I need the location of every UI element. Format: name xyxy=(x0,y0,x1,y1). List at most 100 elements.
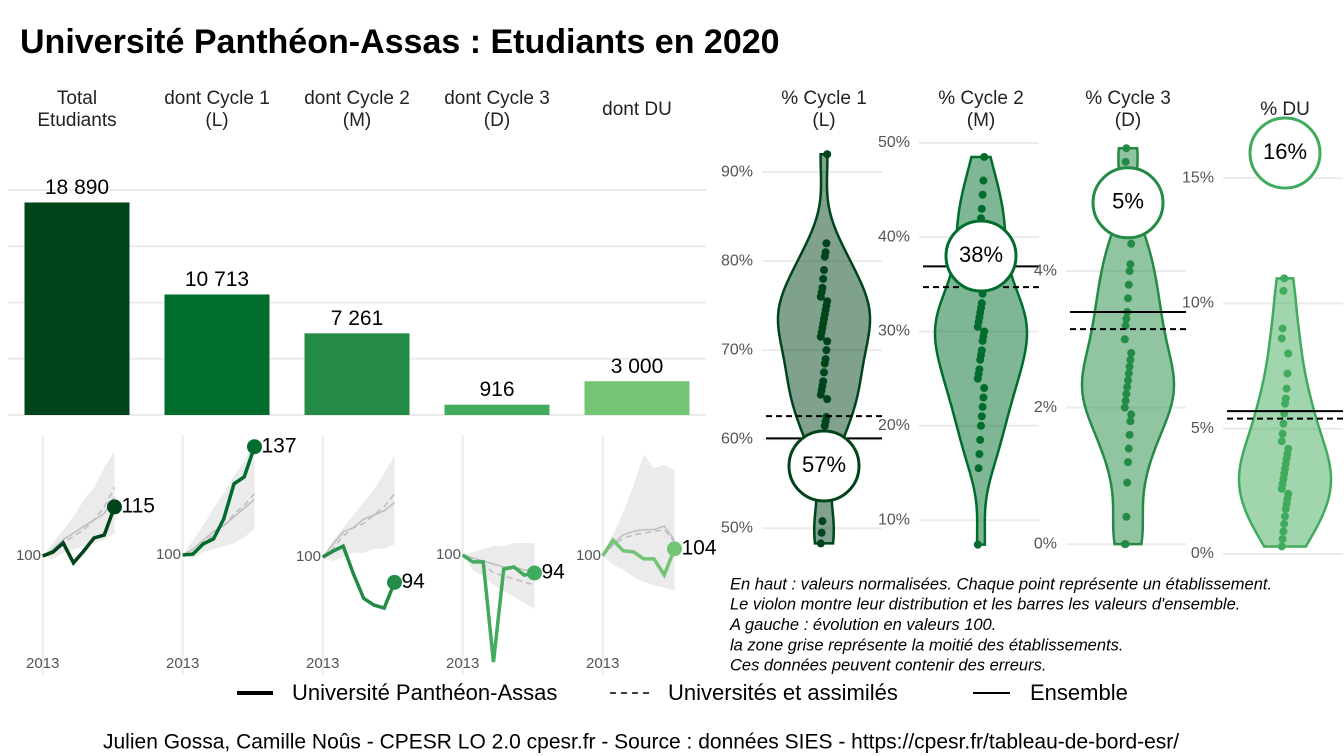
point xyxy=(1126,355,1135,364)
point xyxy=(816,539,825,548)
y-tick-label: 5% xyxy=(1191,420,1214,437)
point xyxy=(819,377,828,386)
value-label: 10 713 xyxy=(185,268,249,291)
legend-label: Université Panthéon-Assas xyxy=(292,680,557,705)
point xyxy=(975,365,984,374)
y-tick-label: 80% xyxy=(721,252,753,269)
point xyxy=(1121,540,1130,549)
series-line xyxy=(182,446,257,557)
x-tick-label: 2013 xyxy=(306,655,339,672)
point xyxy=(1121,321,1130,330)
value-label: 57% xyxy=(802,452,846,477)
y-tick-label: 10% xyxy=(1182,295,1214,312)
point xyxy=(822,239,831,248)
point xyxy=(1122,389,1131,398)
y-tick-label: 40% xyxy=(878,228,910,245)
point xyxy=(1281,512,1289,521)
y-tick-label: 0% xyxy=(1191,545,1214,562)
point xyxy=(1125,362,1134,371)
value-label: 7 261 xyxy=(331,307,384,330)
value-label: 3 000 xyxy=(611,355,664,378)
point xyxy=(1127,239,1136,248)
point xyxy=(1122,512,1131,521)
series-line xyxy=(461,553,535,663)
point xyxy=(1125,430,1134,439)
point xyxy=(823,297,832,306)
panel-title: % Cycle 1 (L) xyxy=(781,88,867,131)
point xyxy=(819,274,828,283)
point xyxy=(818,517,827,526)
note: A gauche : évolution en valeurs 100. xyxy=(729,616,996,634)
violin xyxy=(1080,146,1176,546)
point xyxy=(1279,527,1288,536)
point xyxy=(978,190,987,199)
point xyxy=(977,299,986,308)
bar xyxy=(304,333,410,415)
point xyxy=(1280,274,1289,283)
page-title: Université Panthéon-Assas : Etudiants en… xyxy=(20,23,780,61)
range-band xyxy=(322,456,395,562)
point xyxy=(1123,478,1132,487)
point xyxy=(1127,348,1136,357)
point xyxy=(1283,369,1292,378)
value-label: 916 xyxy=(479,378,514,401)
point xyxy=(823,150,832,159)
x-tick-label: 2013 xyxy=(166,655,199,672)
series-line xyxy=(322,501,395,558)
value-circle xyxy=(1248,116,1322,190)
note: En haut : valeurs normalisées. Chaque po… xyxy=(730,575,1272,593)
end-label: 104 xyxy=(681,536,716,559)
y-tick-label: 20% xyxy=(878,417,910,434)
series-line xyxy=(321,543,397,611)
point xyxy=(975,450,984,459)
point xyxy=(1279,286,1288,295)
point xyxy=(1280,519,1289,528)
point xyxy=(1124,369,1133,378)
point xyxy=(980,327,989,336)
point xyxy=(980,384,989,393)
point xyxy=(1284,444,1293,453)
point xyxy=(973,540,982,549)
category-label: Total Etudiants xyxy=(37,88,116,131)
y-tick-label: 2% xyxy=(1034,399,1057,416)
point xyxy=(821,248,830,257)
y-tick-label: 50% xyxy=(878,134,910,151)
point xyxy=(1124,280,1133,289)
end-label: 94 xyxy=(541,561,565,584)
panel-title: % DU xyxy=(1260,99,1310,120)
point xyxy=(1277,334,1286,343)
point xyxy=(1124,458,1132,467)
series-line xyxy=(322,493,396,558)
point xyxy=(976,435,985,444)
y-tick-label: 4% xyxy=(1034,262,1057,279)
value-circle xyxy=(944,219,1018,293)
point xyxy=(1123,383,1132,392)
y-tick-label: 60% xyxy=(721,430,753,447)
y-tick-label: 70% xyxy=(721,341,753,358)
point xyxy=(823,395,832,404)
value-label: 16% xyxy=(1263,139,1307,164)
y-tick-label: 100 xyxy=(156,546,181,563)
x-tick-label: 2013 xyxy=(26,655,59,672)
point xyxy=(1124,376,1132,385)
legend-label: Ensemble xyxy=(1030,680,1128,705)
y-tick-label: 30% xyxy=(878,323,910,340)
point xyxy=(974,464,983,473)
value-label: 5% xyxy=(1112,189,1144,214)
point xyxy=(1121,157,1130,166)
legend-label: Universités et assimilés xyxy=(668,680,898,705)
end-label: 137 xyxy=(261,434,296,457)
end-label: 115 xyxy=(121,494,154,517)
point xyxy=(977,346,986,355)
point xyxy=(821,355,830,364)
point xyxy=(1122,144,1131,153)
y-tick-label: 100 xyxy=(296,548,321,565)
point xyxy=(1284,489,1293,498)
panel-title: % Cycle 2 (M) xyxy=(938,88,1024,131)
series-line xyxy=(462,554,535,571)
y-tick-label: 15% xyxy=(1182,169,1214,186)
y-tick-label: 100 xyxy=(576,547,601,564)
panel-title: % Cycle 3 (D) xyxy=(1085,88,1171,131)
category-label: dont Cycle 2 (M) xyxy=(304,88,410,131)
